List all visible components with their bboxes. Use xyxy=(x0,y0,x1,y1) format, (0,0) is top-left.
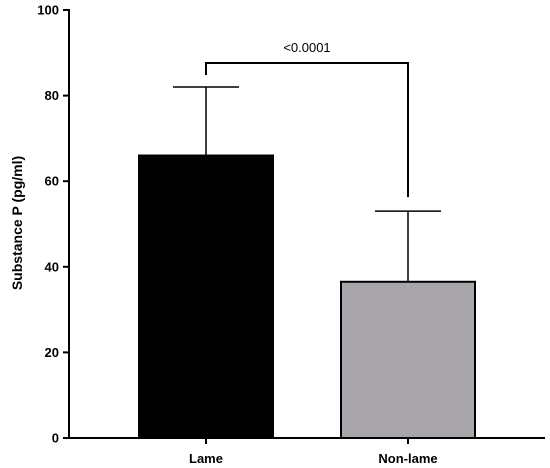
y-tick-label: 80 xyxy=(45,88,59,103)
y-tick-label: 40 xyxy=(45,259,59,274)
bars xyxy=(138,154,476,440)
y-axis-title: Substance P (pg/ml) xyxy=(9,156,25,290)
y-tick-label: 100 xyxy=(37,3,59,18)
y-axis: 0 20 40 60 80 100 xyxy=(37,3,70,446)
error-bars xyxy=(173,86,441,282)
x-axis: Lame Non-lame xyxy=(68,437,545,466)
y-tick-label: 20 xyxy=(45,345,59,360)
bar-lame xyxy=(138,154,274,440)
bar-non-lame xyxy=(340,280,476,439)
significance-annotation: <0.0001 xyxy=(205,40,409,198)
x-category-label: Non-lame xyxy=(378,451,437,466)
x-category-label: Lame xyxy=(189,451,223,466)
y-tick-label: 60 xyxy=(45,174,59,189)
significance-bracket xyxy=(205,62,409,198)
p-value-label: <0.0001 xyxy=(283,40,330,55)
y-tick-label: 0 xyxy=(52,431,59,446)
